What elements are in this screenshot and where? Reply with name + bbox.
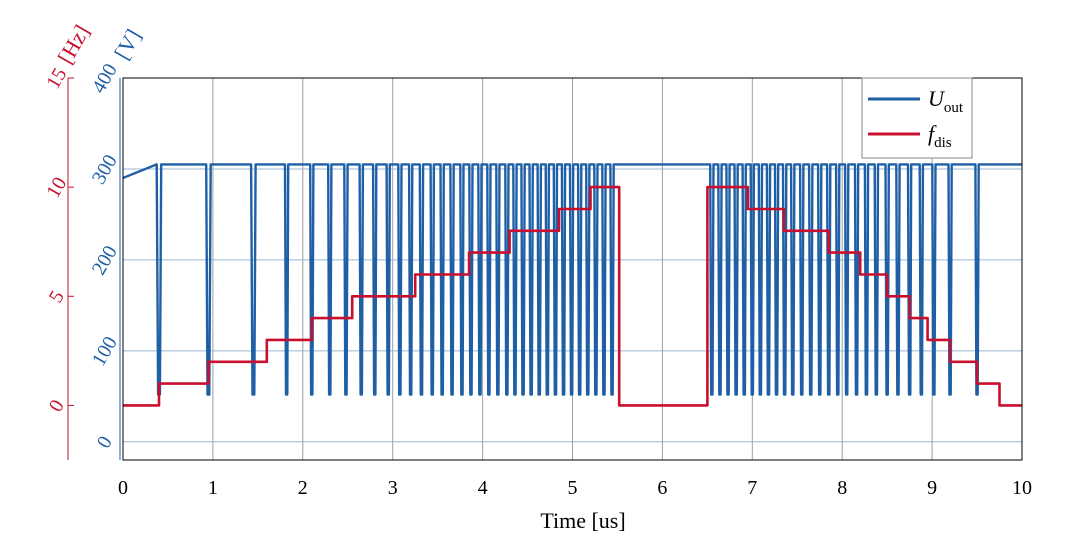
u-out-line bbox=[122, 163, 1022, 396]
y-tick-label-v: 400 bbox=[88, 60, 122, 97]
x-tick-label: 8 bbox=[837, 477, 847, 499]
y-tick-label-hz: 5 bbox=[45, 287, 69, 307]
y-tick-label-hz: 0 bbox=[45, 396, 69, 416]
y-tick-label-v: 300 bbox=[88, 151, 122, 188]
legend: Uout fdis bbox=[861, 77, 973, 159]
y-axis-v: 0 100 200 300 400 bbox=[88, 60, 122, 460]
y-tick-label-v: 0 bbox=[93, 432, 117, 452]
y-axis-hz-unit: [Hz] bbox=[53, 21, 95, 68]
y-tick-label-hz: 15 bbox=[42, 64, 71, 92]
y-tick-label-v: 100 bbox=[88, 333, 122, 370]
legend-box bbox=[861, 77, 973, 159]
y-axis-hz: 0 5 10 15 bbox=[42, 64, 74, 460]
x-tick-label: 9 bbox=[927, 477, 937, 499]
x-tick-label: 10 bbox=[1012, 477, 1032, 499]
x-tick-label: 7 bbox=[747, 477, 757, 499]
x-axis-title: Time [us] bbox=[540, 508, 625, 533]
y-axis-v-unit: [V] bbox=[109, 25, 146, 64]
f-dis-line bbox=[123, 185, 1022, 407]
y-tick-label-v: 200 bbox=[88, 242, 122, 279]
legend-label-u-out: Uout bbox=[928, 86, 964, 116]
x-tick-label: 6 bbox=[657, 477, 667, 499]
x-axis: 0 1 2 3 4 5 6 7 8 9 10 bbox=[118, 477, 1032, 499]
series-u-out bbox=[122, 163, 1022, 396]
y-tick-label-hz: 10 bbox=[42, 173, 71, 201]
x-tick-label: 4 bbox=[478, 477, 488, 499]
series-f-dis bbox=[123, 185, 1022, 407]
legend-label-f-dis: fdis bbox=[928, 121, 952, 151]
x-tick-label: 5 bbox=[568, 477, 578, 499]
x-tick-label: 1 bbox=[208, 477, 218, 499]
x-tick-label: 2 bbox=[298, 477, 308, 499]
x-tick-label: 0 bbox=[118, 477, 128, 499]
plot-frame bbox=[122, 77, 1023, 461]
x-tick-label: 3 bbox=[388, 477, 398, 499]
